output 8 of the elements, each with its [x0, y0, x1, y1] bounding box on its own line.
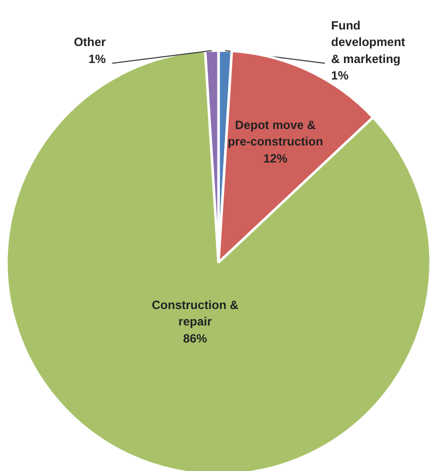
slice-label: Construction & repair	[152, 298, 239, 329]
data-label: 1%	[331, 68, 349, 83]
slice-label: Other	[74, 35, 106, 50]
data-label: 12%	[263, 151, 288, 166]
slice-label: Depot move & pre-construction	[228, 118, 324, 149]
slice-label: Fund development & marketing	[331, 18, 406, 66]
data-label: 1%	[88, 52, 106, 66]
data-label: 86%	[183, 331, 208, 346]
